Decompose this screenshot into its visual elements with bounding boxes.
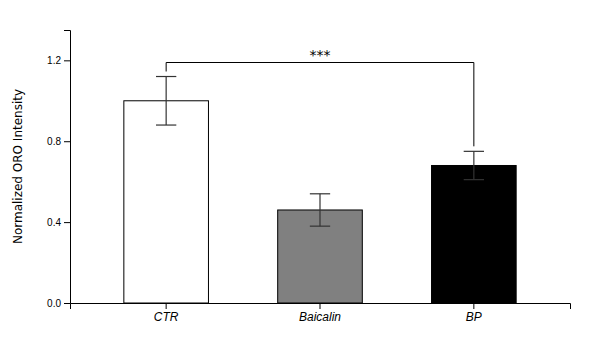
bar xyxy=(432,165,517,303)
y-tick-mark xyxy=(64,222,70,223)
y-tick: 0.8 xyxy=(47,136,70,147)
error-bar-stem xyxy=(319,194,320,226)
bar xyxy=(124,101,209,303)
error-bar-cap xyxy=(464,179,484,180)
error-bar-stem xyxy=(473,151,474,179)
error-bar-cap xyxy=(156,124,176,125)
error-bar-cap xyxy=(464,151,484,152)
x-tick: Baicalin xyxy=(299,303,341,324)
x-tick: BP xyxy=(466,303,482,324)
y-tick-label: 0.8 xyxy=(47,136,61,147)
y-tick-label: 0.0 xyxy=(47,298,61,309)
x-tick-mark xyxy=(320,303,321,309)
y-tick: 1.2 xyxy=(47,55,70,66)
y-axis-line xyxy=(64,31,71,304)
x-tick-label: CTR xyxy=(154,310,179,324)
y-tick-label: 1.2 xyxy=(47,55,61,66)
error-bar-stem xyxy=(166,77,167,126)
error-bar xyxy=(464,151,484,179)
error-bar-cap xyxy=(310,193,330,194)
y-axis-title: Normalized ORO Intensity xyxy=(11,89,25,244)
y-tick-mark xyxy=(64,303,70,304)
x-tick-label: Baicalin xyxy=(299,310,341,324)
y-tick-mark xyxy=(64,60,70,61)
marks xyxy=(124,77,516,303)
y-tick: 0.0 xyxy=(47,298,70,309)
y-axis: 0.0 0.4 0.8 1.2 xyxy=(47,31,70,309)
chart: 0.0 0.4 0.8 1.2 CTR Baicalin BP *** Normalized O… xyxy=(0,0,600,343)
error-bar xyxy=(156,77,176,126)
error-bar-cap xyxy=(156,76,176,77)
x-tick: CTR xyxy=(154,303,179,324)
x-axis: CTR Baicalin BP xyxy=(71,303,571,324)
significance-bracket xyxy=(166,63,474,147)
y-tick-label: 0.4 xyxy=(47,217,61,228)
error-bar xyxy=(310,194,330,226)
plot: 0.0 0.4 0.8 1.2 CTR Baicalin BP *** xyxy=(47,31,570,324)
error-bar-cap xyxy=(310,226,330,227)
significance-label: *** xyxy=(310,47,331,63)
x-tick-label: BP xyxy=(466,310,482,324)
y-tick-mark xyxy=(64,141,70,142)
y-tick: 0.4 xyxy=(47,217,70,228)
x-tick-mark xyxy=(473,303,474,309)
x-tick-mark xyxy=(166,303,167,309)
x-axis-line xyxy=(71,304,571,310)
